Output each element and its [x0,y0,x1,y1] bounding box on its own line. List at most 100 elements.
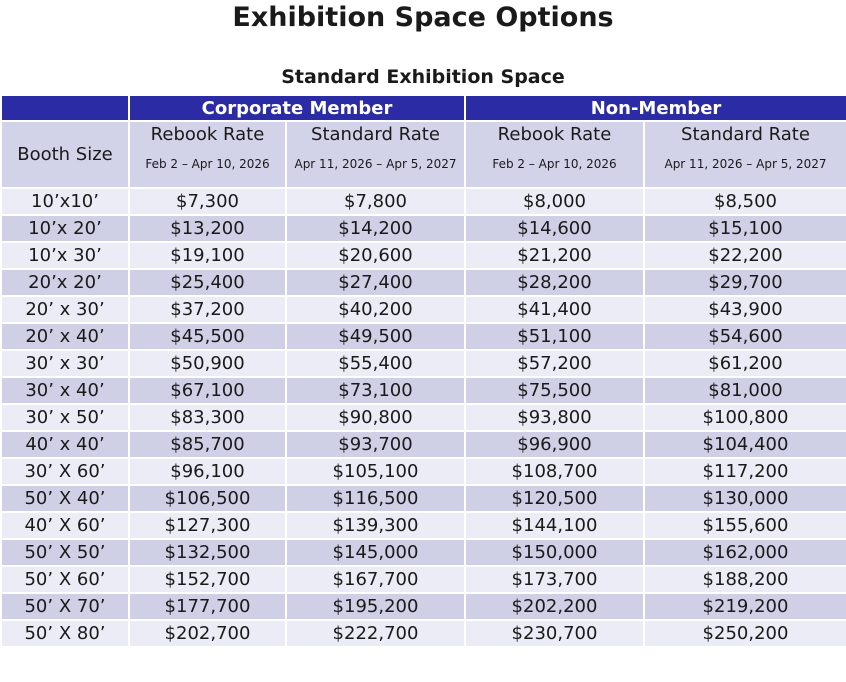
price-cell: $120,500 [464,484,645,513]
column-label: Standard Rate [311,124,440,145]
booth-size: 40’ x 40’ [0,430,130,459]
table-row: 40’ x 40’ $85,700 $93,700 $96,900 $104,400 [0,430,846,459]
booth-size: 10’x 30’ [0,241,130,270]
price-cell: $195,200 [285,592,466,621]
price-cell: $49,500 [285,322,466,351]
table-title: Standard Exhibition Space [281,66,565,88]
table-row: 50’ X 70’ $177,700 $195,200 $202,200 $219,20… [0,592,846,621]
header-cell [0,94,130,122]
price-cell: $132,500 [128,538,287,567]
table-row: 10’x 20’ $13,200 $14,200 $14,600 $15,100 [0,214,846,243]
price-cell: $100,800 [643,403,846,432]
price-cell: $116,500 [285,484,466,513]
price-cell: $167,700 [285,565,466,594]
booth-size: 30’ x 30’ [0,349,130,378]
booth-size: 10’x 20’ [0,214,130,243]
price-cell: $8,500 [643,187,846,216]
price-cell: $75,500 [464,376,645,405]
price-cell: $45,500 [128,322,287,351]
price-cell: $150,000 [464,538,645,567]
price-cell: $177,700 [128,592,287,621]
price-cell: $55,400 [285,349,466,378]
group-header: Non-Member [464,94,846,122]
booth-size: 20’ x 40’ [0,322,130,351]
column-label: Rebook Rate [150,124,265,145]
booth-size: 40’ X 60’ [0,511,130,540]
booth-size: 50’ X 40’ [0,484,130,513]
table-row: 50’ X 80’ $202,700 $222,700 $230,700 $250,20… [0,619,846,648]
row-header: Booth Size [0,120,130,189]
price-cell: $61,200 [643,349,846,378]
table-row: 20’x 20’ $25,400 $27,400 $28,200 $29,700 [0,268,846,297]
table-row: 20’ x 40’ $45,500 $49,500 $51,100 $54,600 [0,322,846,351]
price-cell: $222,700 [285,619,466,648]
table-row: 20’ x 30’ $37,200 $40,200 $41,400 $43,900 [0,295,846,324]
price-cell: $173,700 [464,565,645,594]
booth-size: 50’ X 70’ [0,592,130,621]
price-cell: $152,700 [128,565,287,594]
table-row: 10’x10’ $7,300 $7,800 $8,000 $8,500 [0,187,846,216]
price-cell: $106,500 [128,484,287,513]
price-cell: $13,200 [128,214,287,243]
price-cell: $230,700 [464,619,645,648]
price-cell: $83,300 [128,403,287,432]
price-cell: $8,000 [464,187,645,216]
table-row: 50’ X 60’ $152,700 $167,700 $173,700 $188,20… [0,565,846,594]
booth-size: 30’ x 50’ [0,403,130,432]
page-title: Exhibition Space Options [232,2,614,33]
price-cell: $50,900 [128,349,287,378]
column-header: Standard Rate Apr 11, 2026 – Apr 5, 2027 [643,120,846,189]
table-row: 30’ x 50’ $83,300 $90,800 $93,800 $100,800 [0,403,846,432]
column-header: Rebook Rate Feb 2 – Apr 10, 2026 [464,120,645,189]
column-dates: Apr 11, 2026 – Apr 5, 2027 [664,157,827,171]
price-cell: $144,100 [464,511,645,540]
column-label: Rebook Rate [497,124,612,145]
price-cell: $51,100 [464,322,645,351]
price-cell: $21,200 [464,241,645,270]
price-cell: $117,200 [643,457,846,486]
price-cell: $139,300 [285,511,466,540]
booth-size: 30’ X 60’ [0,457,130,486]
table-row: 10’x 30’ $19,100 $20,600 $21,200 $22,200 [0,241,846,270]
booth-size: 30’ x 40’ [0,376,130,405]
price-cell: $162,000 [643,538,846,567]
price-cell: $14,200 [285,214,466,243]
price-cell: $27,400 [285,268,466,297]
price-cell: $20,600 [285,241,466,270]
price-cell: $155,600 [643,511,846,540]
price-table: Corporate Member Non-Member Booth Size Rebo… [0,94,846,648]
booth-size: 10’x10’ [0,187,130,216]
price-cell: $28,200 [464,268,645,297]
price-cell: $202,700 [128,619,287,648]
column-header: Standard Rate Apr 11, 2026 – Apr 5, 2027 [285,120,466,189]
price-cell: $130,000 [643,484,846,513]
price-cell: $85,700 [128,430,287,459]
booth-size: 20’ x 30’ [0,295,130,324]
group-header: Corporate Member [128,94,466,122]
price-cell: $54,600 [643,322,846,351]
price-cell: $37,200 [128,295,287,324]
table-row: 40’ X 60’ $127,300 $139,300 $144,100 $155,60… [0,511,846,540]
price-cell: $219,200 [643,592,846,621]
booth-size: 20’x 20’ [0,268,130,297]
price-cell: $145,000 [285,538,466,567]
column-dates: Apr 11, 2026 – Apr 5, 2027 [294,157,457,171]
price-cell: $29,700 [643,268,846,297]
price-cell: $93,800 [464,403,645,432]
price-cell: $7,300 [128,187,287,216]
column-label: Standard Rate [681,124,810,145]
column-header-row: Booth Size Rebook Rate Feb 2 – Apr 10, 202… [0,120,846,189]
price-cell: $202,200 [464,592,645,621]
price-cell: $43,900 [643,295,846,324]
price-cell: $41,400 [464,295,645,324]
price-cell: $19,100 [128,241,287,270]
price-cell: $57,200 [464,349,645,378]
price-cell: $96,900 [464,430,645,459]
price-cell: $7,800 [285,187,466,216]
price-cell: $188,200 [643,565,846,594]
group-header-row: Corporate Member Non-Member [0,94,846,122]
price-cell: $14,600 [464,214,645,243]
column-header: Rebook Rate Feb 2 – Apr 10, 2026 [128,120,287,189]
price-cell: $25,400 [128,268,287,297]
table-row: 50’ X 40’ $106,500 $116,500 $120,500 $130,00… [0,484,846,513]
